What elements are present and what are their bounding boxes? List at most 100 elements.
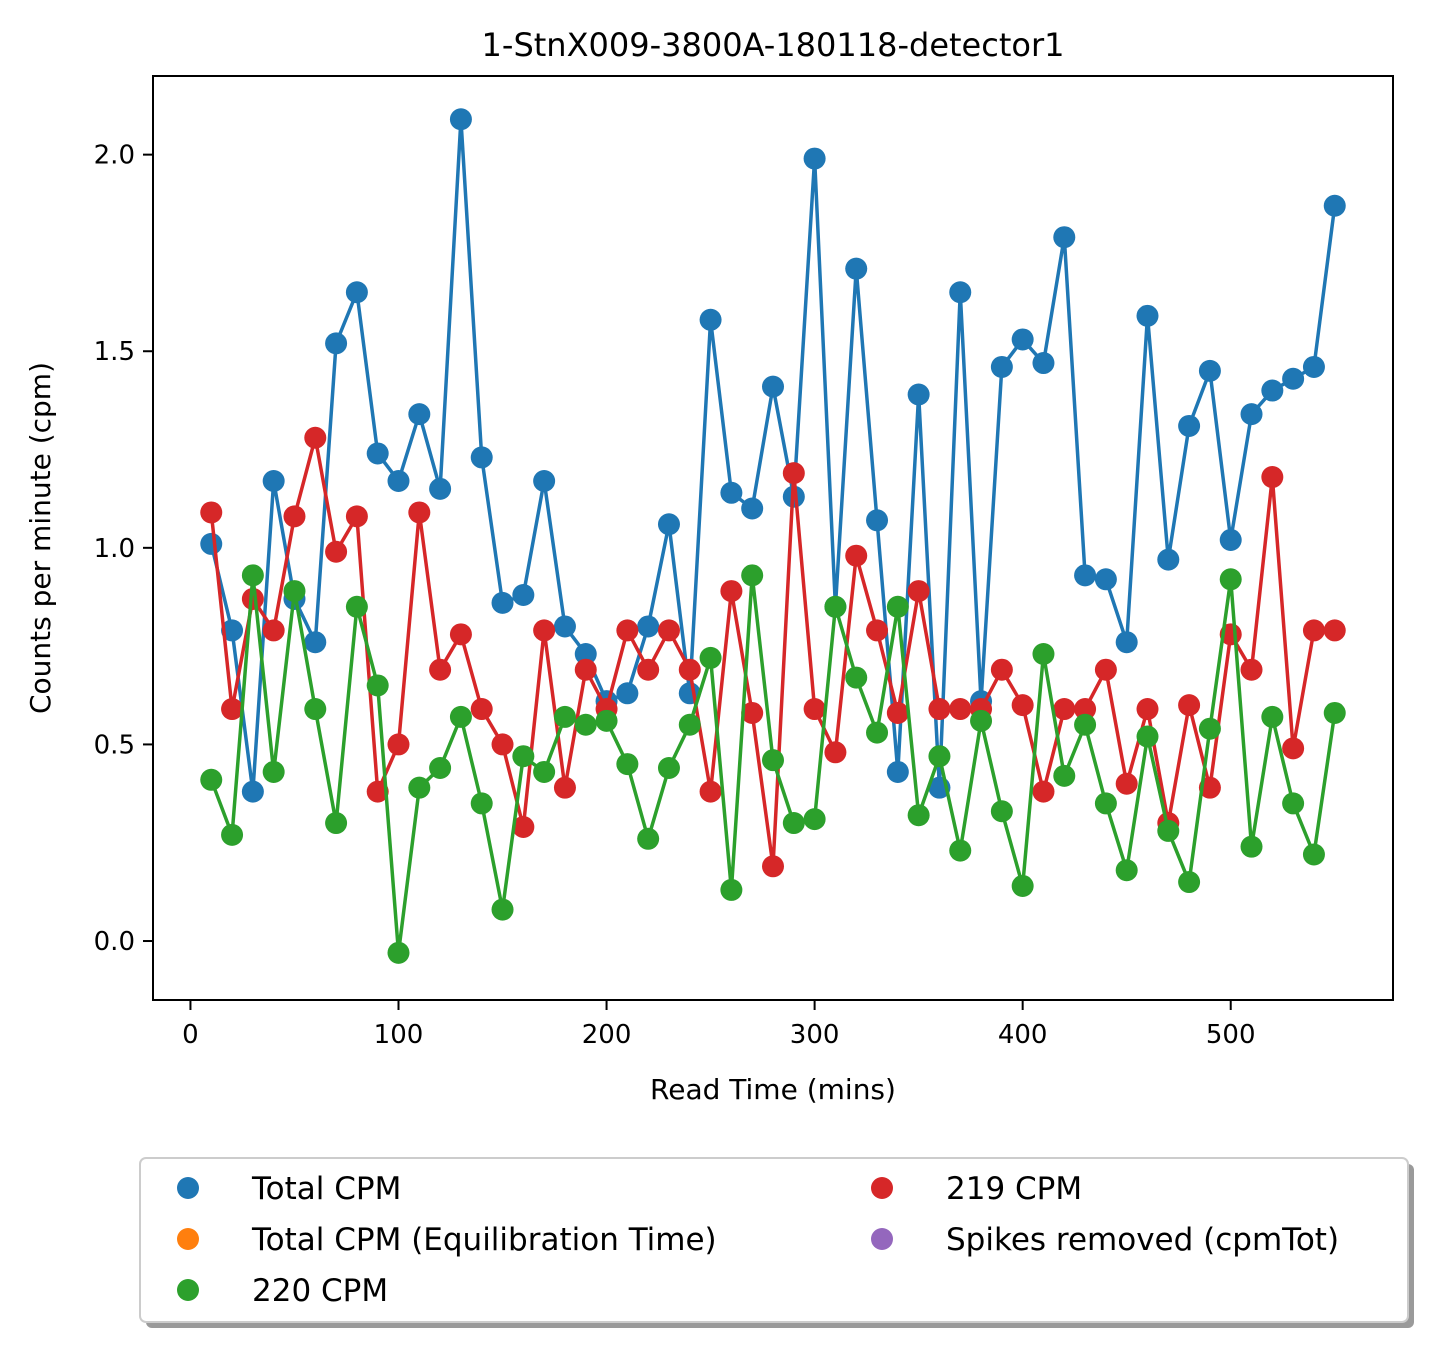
data-point bbox=[387, 733, 410, 756]
data-point bbox=[1240, 403, 1263, 426]
data-point bbox=[1032, 352, 1055, 375]
x-tick-label: 300 bbox=[790, 1020, 840, 1050]
data-point bbox=[845, 257, 868, 280]
data-point bbox=[886, 595, 909, 618]
data-point bbox=[928, 698, 951, 721]
data-point bbox=[1115, 859, 1138, 882]
data-point bbox=[782, 812, 805, 835]
data-point bbox=[221, 619, 244, 642]
data-point bbox=[762, 375, 784, 398]
data-point bbox=[574, 658, 597, 681]
data-point bbox=[595, 709, 618, 732]
data-point bbox=[429, 757, 452, 780]
data-point bbox=[512, 584, 535, 607]
y-tick-label: 1.5 bbox=[94, 337, 135, 367]
plot-frame bbox=[152, 75, 1394, 1001]
data-point bbox=[866, 721, 889, 744]
data-point bbox=[762, 749, 784, 772]
data-point bbox=[553, 776, 576, 799]
legend-marker bbox=[177, 1228, 199, 1250]
data-point bbox=[1074, 564, 1097, 587]
data-point bbox=[574, 713, 597, 736]
data-point bbox=[678, 658, 701, 681]
x-tick-label: 500 bbox=[1206, 1020, 1256, 1050]
data-point bbox=[1323, 619, 1346, 642]
data-point bbox=[699, 646, 722, 669]
data-point bbox=[387, 941, 410, 964]
data-point bbox=[325, 540, 348, 563]
data-point bbox=[491, 591, 514, 614]
data-point bbox=[907, 804, 930, 827]
data-point bbox=[408, 501, 431, 524]
data-point bbox=[720, 878, 743, 901]
data-point bbox=[1323, 194, 1346, 217]
data-point bbox=[824, 741, 847, 764]
data-point bbox=[366, 674, 389, 697]
data-point bbox=[720, 481, 743, 504]
series-2 bbox=[200, 564, 1346, 964]
legend-entry: Total CPM (Equilibration Time) bbox=[177, 1222, 717, 1258]
data-point bbox=[1198, 717, 1221, 740]
data-point bbox=[1074, 713, 1097, 736]
legend-marker bbox=[871, 1228, 893, 1250]
data-point bbox=[470, 792, 493, 815]
data-point bbox=[366, 442, 389, 465]
data-point bbox=[512, 816, 535, 838]
data-point bbox=[325, 812, 348, 835]
data-point bbox=[283, 580, 306, 603]
data-point bbox=[616, 682, 639, 705]
legend: Total CPM Total CPM (Equilibration Time) 2… bbox=[139, 1157, 1414, 1328]
data-point bbox=[845, 666, 868, 689]
data-point bbox=[699, 308, 722, 331]
data-point bbox=[553, 705, 576, 728]
data-point bbox=[803, 698, 826, 721]
data-point bbox=[866, 509, 889, 532]
data-point bbox=[1074, 698, 1097, 721]
data-point bbox=[1157, 548, 1180, 571]
data-point bbox=[1282, 737, 1305, 760]
data-point bbox=[990, 658, 1013, 681]
data-point bbox=[866, 619, 889, 642]
data-point bbox=[637, 615, 660, 638]
data-point bbox=[533, 469, 556, 492]
data-point bbox=[1094, 568, 1117, 591]
data-point bbox=[1011, 874, 1034, 897]
data-point bbox=[657, 619, 680, 642]
chart-title: 1-StnX009-3800A-180118-detector1 bbox=[482, 26, 1065, 64]
data-point bbox=[1136, 725, 1159, 748]
data-point bbox=[1011, 694, 1034, 717]
data-point bbox=[221, 698, 244, 721]
legend-marker bbox=[177, 1279, 199, 1301]
legend-label: Total CPM bbox=[251, 1171, 401, 1207]
legend-entry: 219 CPM bbox=[871, 1171, 1082, 1207]
y-tick-label: 0.5 bbox=[94, 730, 135, 760]
data-point bbox=[221, 823, 244, 846]
legend-box bbox=[139, 1157, 1409, 1323]
data-point bbox=[1261, 379, 1284, 402]
data-point bbox=[720, 580, 743, 603]
data-point bbox=[886, 701, 909, 724]
data-point bbox=[1094, 792, 1117, 815]
data-point bbox=[1240, 658, 1263, 681]
legend-entries: Total CPM Total CPM (Equilibration Time) 2… bbox=[177, 1171, 1339, 1309]
data-point bbox=[741, 497, 764, 520]
data-point bbox=[803, 808, 826, 831]
legend-entry: 220 CPM bbox=[177, 1273, 388, 1309]
data-point bbox=[637, 658, 660, 681]
data-point bbox=[449, 705, 472, 728]
x-axis-label: Read Time (mins) bbox=[650, 1073, 896, 1106]
data-point bbox=[449, 108, 472, 131]
data-point bbox=[408, 403, 431, 426]
data-point bbox=[1136, 304, 1159, 327]
legend-entry: Total CPM bbox=[177, 1171, 401, 1207]
legend-label: Spikes removed (cpmTot) bbox=[946, 1222, 1339, 1258]
data-point bbox=[429, 477, 452, 500]
data-point bbox=[657, 513, 680, 536]
data-point bbox=[1323, 701, 1346, 724]
series-1 bbox=[200, 426, 1346, 878]
data-point bbox=[1198, 359, 1221, 382]
data-point bbox=[345, 595, 368, 618]
data-point bbox=[387, 469, 410, 492]
data-point bbox=[990, 800, 1013, 823]
data-point bbox=[345, 281, 368, 304]
